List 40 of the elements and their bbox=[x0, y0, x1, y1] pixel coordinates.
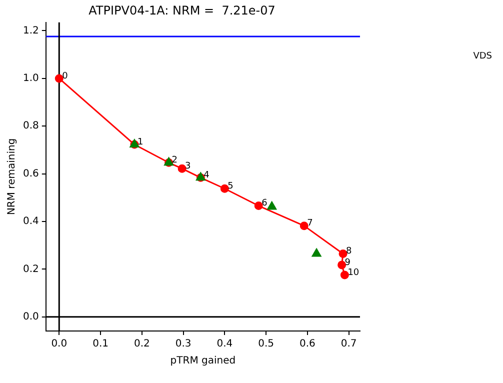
x-tick-label: 0.2 bbox=[134, 338, 150, 350]
text: VDS bbox=[473, 52, 492, 62]
point bbox=[220, 184, 229, 193]
annotation: 0 bbox=[62, 71, 68, 82]
y-tick-label: 0.6 bbox=[22, 168, 39, 180]
y-axis-title: NRM remaining bbox=[6, 138, 18, 216]
annotation: 3 bbox=[185, 161, 191, 172]
y-tick-label: 0.2 bbox=[22, 264, 39, 275]
chart-title: ATPIPV04-1A: NRM = 7.21e-07 bbox=[88, 3, 276, 18]
annotation: 4 bbox=[204, 170, 210, 180]
annotation: 8 bbox=[346, 246, 352, 257]
x-tick-label: 0.0 bbox=[51, 338, 68, 350]
point bbox=[338, 249, 348, 258]
x-tick-label: 0.7 bbox=[340, 338, 357, 350]
y-tick-label: 1.0 bbox=[22, 73, 39, 84]
y-tick-label: 0.4 bbox=[22, 216, 39, 228]
annotation: 9 bbox=[344, 258, 351, 268]
point bbox=[254, 202, 263, 210]
point bbox=[266, 200, 278, 210]
y-tick-label: 0.8 bbox=[22, 120, 39, 132]
point bbox=[340, 270, 349, 280]
annotation: 1 bbox=[137, 137, 144, 148]
annotation: 10 bbox=[348, 268, 360, 278]
point bbox=[300, 222, 308, 230]
y-tick-label: 0.0 bbox=[22, 312, 39, 323]
point bbox=[338, 260, 346, 270]
point bbox=[311, 248, 322, 257]
annotation: 5 bbox=[228, 181, 234, 192]
x-tick-label: 0.4 bbox=[216, 338, 233, 350]
x-axis-title: pTRM gained bbox=[170, 356, 236, 367]
x-tick-label: 0.1 bbox=[92, 338, 108, 350]
x-tick-label: 0.6 bbox=[299, 338, 316, 350]
annotation: 6 bbox=[262, 198, 268, 209]
annotation: 2 bbox=[172, 155, 178, 166]
x-tick-label: 0.3 bbox=[175, 338, 192, 350]
annotation: 7 bbox=[307, 218, 313, 229]
point bbox=[178, 164, 186, 173]
x-tick-label: 0.5 bbox=[258, 338, 274, 350]
point bbox=[54, 74, 64, 83]
y-tick-label: 1.2 bbox=[22, 25, 39, 36]
